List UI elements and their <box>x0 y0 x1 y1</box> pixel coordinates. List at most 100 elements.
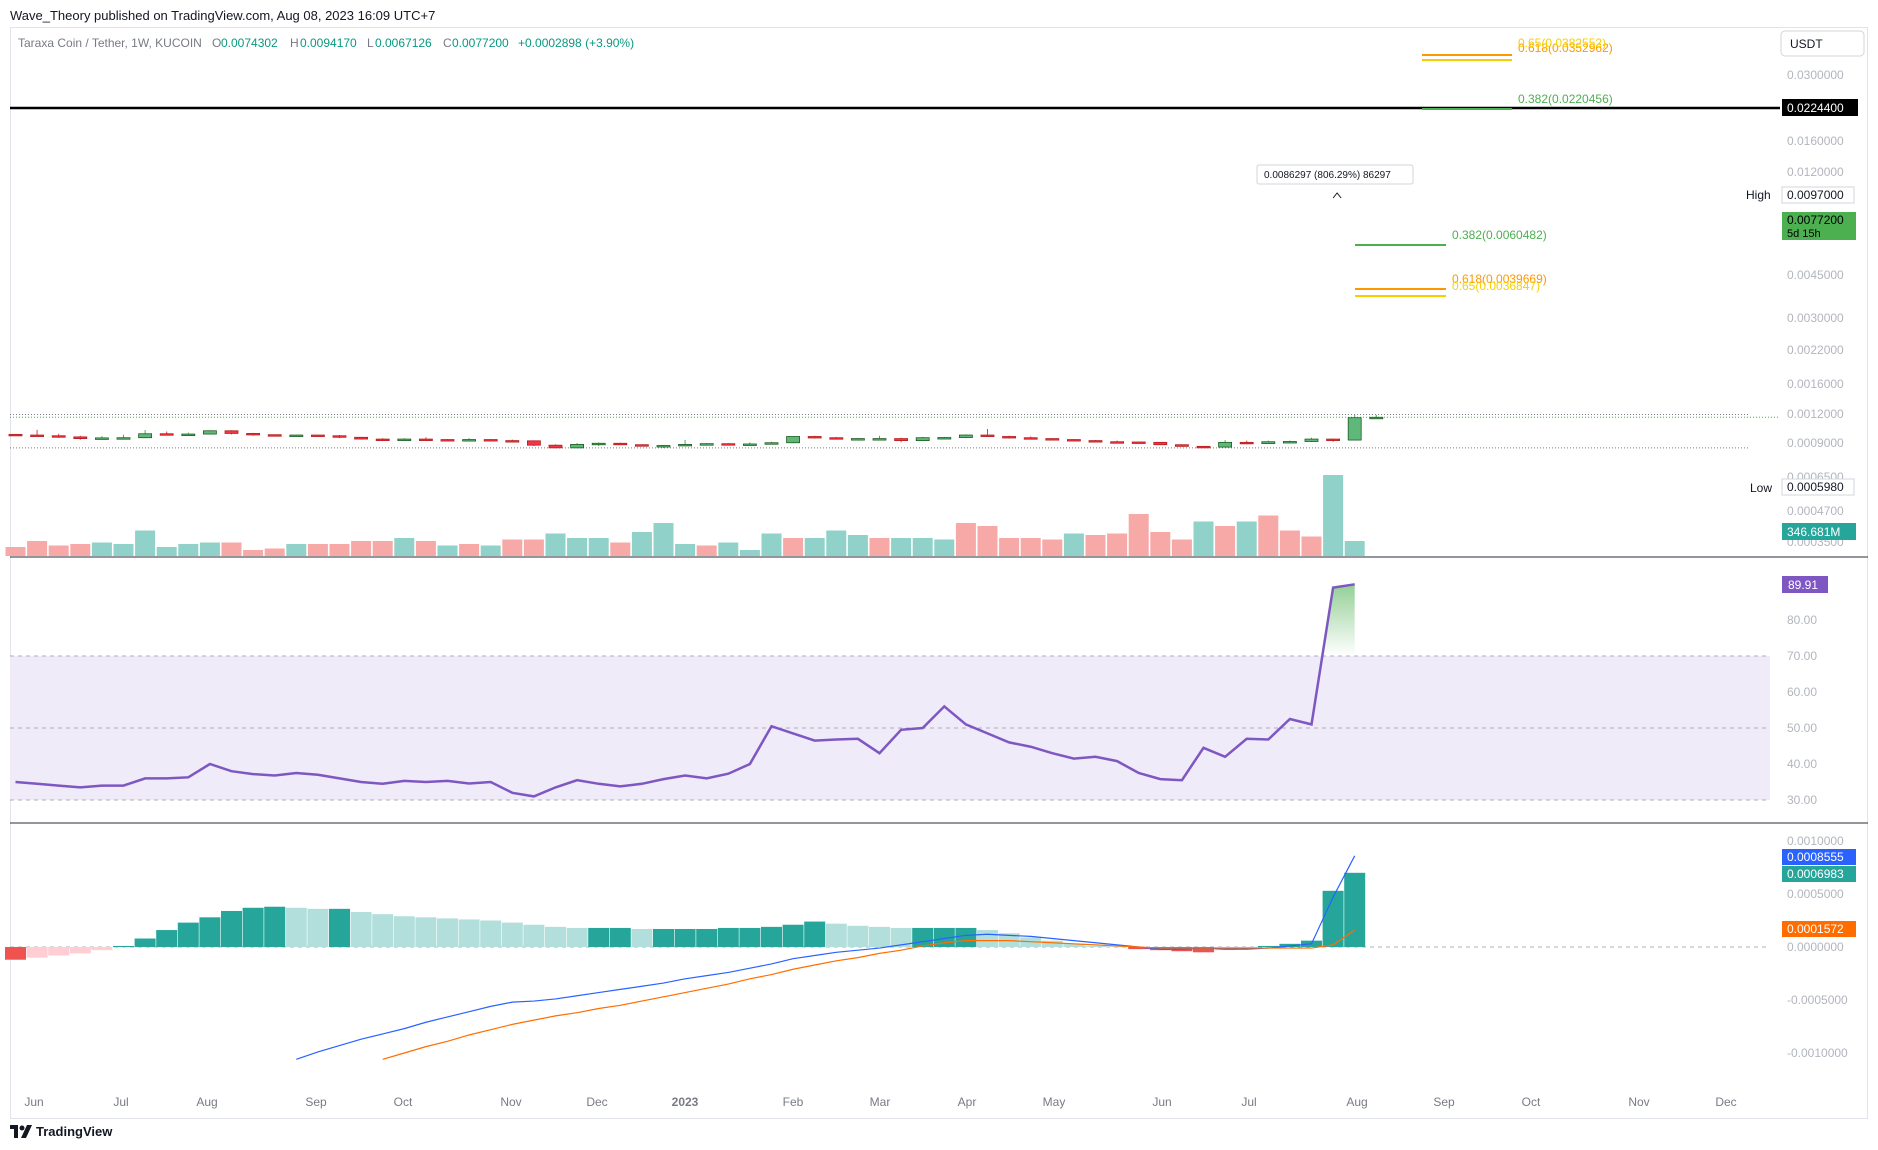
time-axis-label: Apr <box>958 1095 977 1109</box>
volume-bar <box>1193 521 1214 556</box>
macd-histogram-bar <box>199 917 221 947</box>
candle-body <box>894 438 908 441</box>
candle-body <box>95 437 109 440</box>
rsi-line <box>15 583 1355 798</box>
volume-bar <box>804 538 825 556</box>
volume-bar <box>1215 526 1236 556</box>
candle-body <box>872 438 887 441</box>
rsi-value-tag <box>1782 576 1828 593</box>
last-price-tag <box>1782 212 1856 240</box>
candle-body <box>1110 441 1124 444</box>
volume-bar <box>480 545 501 556</box>
macd-histogram-bar <box>134 938 156 947</box>
candle-body <box>1261 441 1276 444</box>
volume-bar <box>1063 533 1084 556</box>
volume-bar <box>934 539 955 556</box>
low-price-label: 0.0005980 <box>1787 480 1844 494</box>
candle-body <box>656 445 671 448</box>
volume-bar <box>91 542 112 556</box>
macd-histogram-bar <box>113 945 134 947</box>
macd-histogram-bar <box>804 921 826 947</box>
candle-body <box>1196 445 1211 449</box>
macd-histogram-bar <box>696 928 718 947</box>
volume-bar <box>1344 541 1365 556</box>
high-price-label: 0.0097000 <box>1787 188 1844 202</box>
macd-axis-tick: -0.0010000 <box>1787 1046 1848 1060</box>
volume-bar <box>1323 475 1344 556</box>
volume-bar <box>955 523 976 556</box>
symbol-title: Taraxa Coin / Tether, 1W, KUCOIN <box>18 36 202 50</box>
volume-bar <box>523 539 544 556</box>
close-value: 0.0077200 <box>452 36 509 50</box>
candle-body <box>786 436 800 444</box>
candle-body <box>462 439 477 442</box>
candle-body <box>1175 444 1189 447</box>
hist-value-tag <box>1782 866 1856 882</box>
candle-body <box>246 433 261 436</box>
price-axis-tick: 0.0022000 <box>1787 343 1844 357</box>
candle-body <box>548 444 563 449</box>
time-axis[interactable]: Jun Jul Aug Sep Oct Nov Dec 2023 Feb Mar Apr May Jun… <box>24 1095 1736 1109</box>
open-value: 0.0074302 <box>221 36 278 50</box>
candle-body <box>807 436 822 439</box>
macd-histogram-bar <box>761 926 782 947</box>
price-axis-tick: 0.0045000 <box>1787 268 1844 282</box>
candle-body <box>181 433 196 436</box>
volume-bar <box>48 545 69 556</box>
candle-body <box>1002 436 1016 439</box>
chart-frame[interactable] <box>10 27 1868 1119</box>
volume-bar <box>199 542 220 556</box>
candle-body <box>332 435 347 438</box>
volume-bar <box>459 544 480 556</box>
candle-body <box>267 434 282 437</box>
tradingview-logo[interactable]: TradingView <box>10 1124 112 1139</box>
candle-body <box>527 440 541 446</box>
rsi-pane[interactable]: 80.00 70.00 60.00 50.00 40.00 30.00 89.91 <box>10 576 1828 807</box>
volume-tag <box>1782 523 1856 540</box>
candle-body <box>721 443 736 446</box>
candle-body <box>310 434 325 437</box>
volume-bar <box>567 538 588 556</box>
price-axis-tick: 0.0016000 <box>1787 377 1844 391</box>
fib-level-label: 0.382(0.0060482) <box>1452 228 1547 242</box>
volume-bar <box>696 545 717 556</box>
time-axis-label: Aug <box>196 1095 217 1109</box>
macd-histogram-bar <box>372 914 394 947</box>
volume-bar <box>739 550 760 556</box>
time-axis-label: Sep <box>305 1095 327 1109</box>
resistance-price-label: 0.0224400 <box>1787 101 1844 115</box>
volume-bar <box>718 542 739 556</box>
macd-pane[interactable]: 0.0010000 0.0005000 0.0000000 -0.0005000 -0.… <box>5 834 1856 1060</box>
high-value: 0.0094170 <box>300 36 357 50</box>
measure-label: 0.0086297 (806.29%) 86297 <box>1264 170 1391 181</box>
macd-axis-tick: 0.0000000 <box>1787 940 1844 954</box>
volume-bar <box>653 523 674 556</box>
time-axis-label: Oct <box>1522 1095 1541 1109</box>
price-axis-tick: 0.0004700 <box>1787 504 1844 518</box>
fib-level-label: 0.65(0.0382552) <box>1518 36 1606 50</box>
tradingview-logo-icon <box>10 1125 32 1138</box>
rsi-axis-tick: 60.00 <box>1787 685 1817 699</box>
macd-histogram-bar <box>825 923 847 947</box>
candle-body <box>613 442 628 446</box>
macd-histogram-bar <box>26 947 48 958</box>
signal-line <box>382 929 1356 1060</box>
volume-bar <box>761 533 782 556</box>
candle-body <box>375 438 390 441</box>
candle-body <box>8 433 23 437</box>
price-pane[interactable]: 0.0300000 0.0160000 0.0120000 0.0045000 0.00… <box>5 36 1859 556</box>
time-axis-label: Jul <box>113 1095 128 1109</box>
volume-bar <box>783 538 804 556</box>
candle-body <box>1326 438 1340 441</box>
macd-histogram-bar <box>912 927 934 947</box>
macd-histogram-bar <box>739 927 761 947</box>
currency-button[interactable]: USDT <box>1780 30 1865 57</box>
fib-level-label: 0.382(0.0220456) <box>1518 92 1613 106</box>
price-axis-tick: 0.0120000 <box>1787 165 1844 179</box>
macd-histogram-bar <box>847 925 869 947</box>
volume-bar <box>329 544 350 556</box>
candle-body <box>1304 438 1319 442</box>
candle-body <box>1023 437 1038 440</box>
volume-bar <box>826 530 847 556</box>
